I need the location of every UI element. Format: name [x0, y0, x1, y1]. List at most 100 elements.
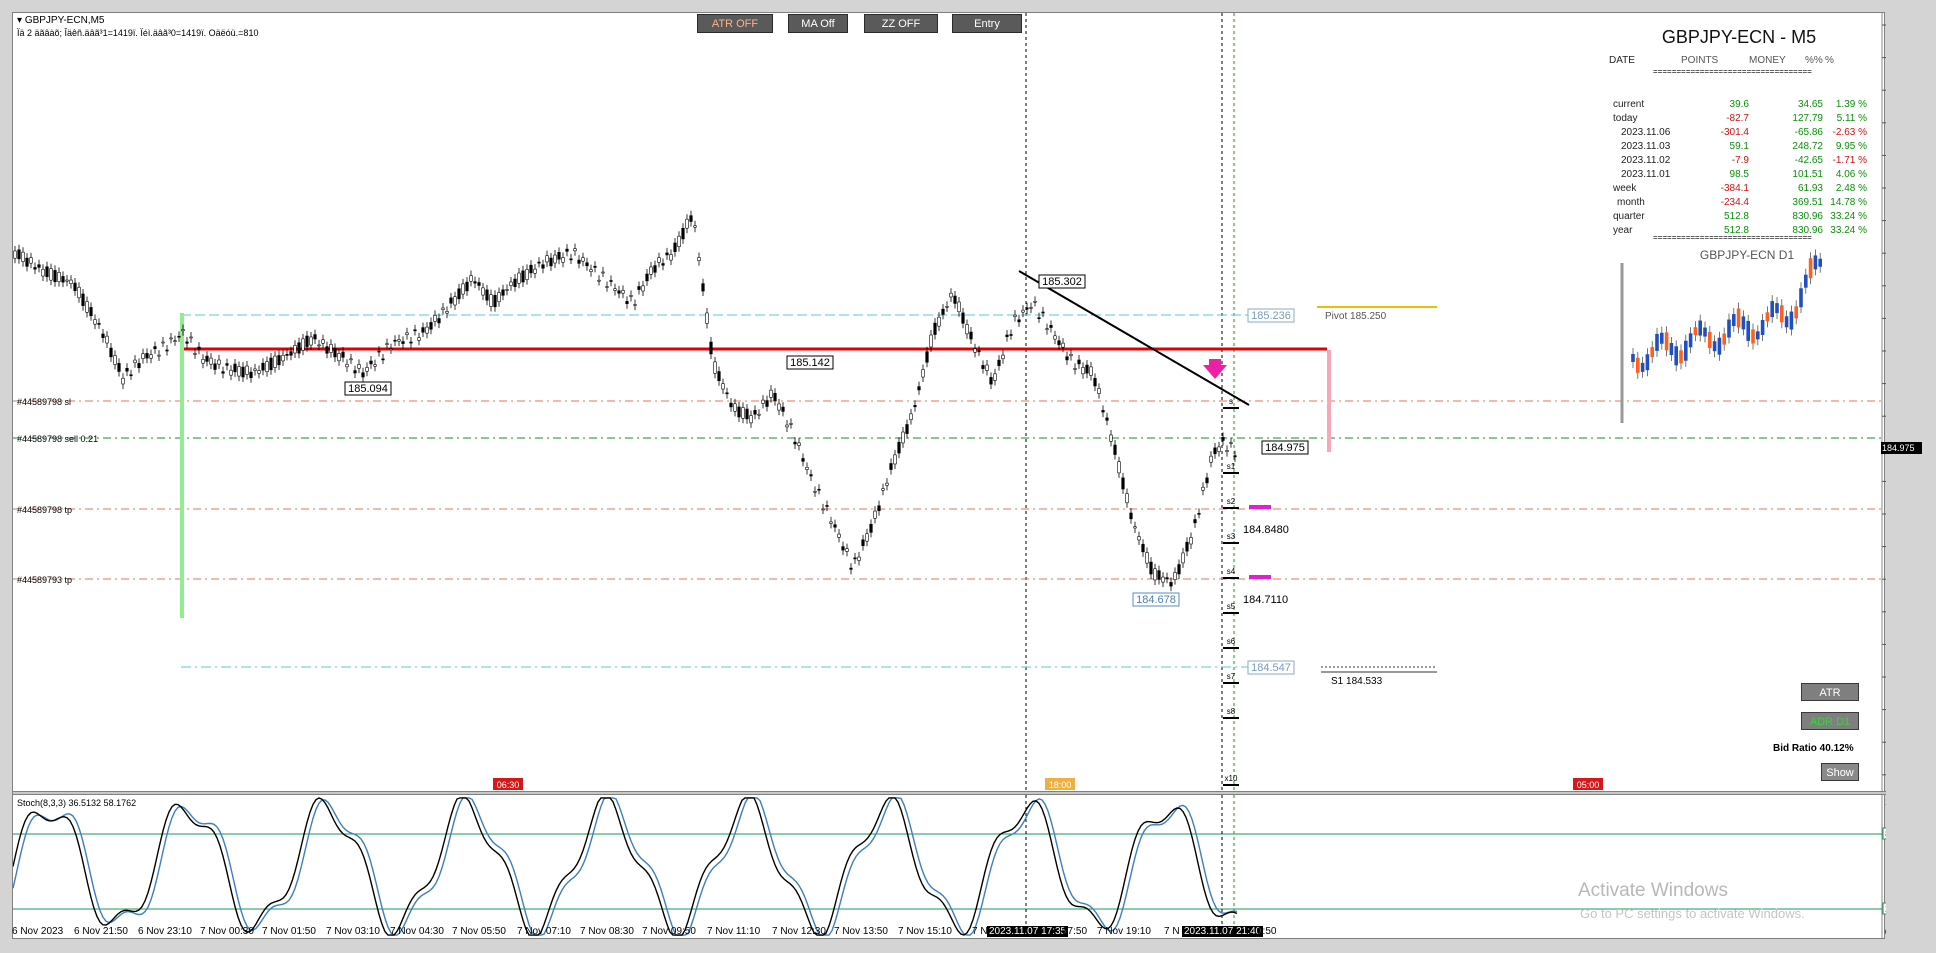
candle-body: [193, 353, 197, 355]
stats-row: year 512.8 830.96 33.24 %: [1609, 225, 1869, 239]
entry-button[interactable]: Entry: [952, 14, 1022, 33]
candle-body: [141, 353, 145, 359]
mini-candle-body: [1660, 332, 1664, 344]
candle-body: [153, 346, 157, 350]
price-chart[interactable]: 185.800185.735185.670185.605185.540185.4…: [13, 13, 1886, 791]
atr-button[interactable]: ATR: [1801, 683, 1859, 701]
mini-candle-body: [1727, 319, 1731, 338]
header-pct2: %: [1825, 55, 1834, 66]
candle-body: [137, 363, 141, 369]
session-marker-a: 06:30: [493, 778, 523, 790]
candle-body: [829, 521, 833, 524]
candle-body: [517, 272, 521, 284]
adr-d1-button[interactable]: ADR D1: [1801, 712, 1859, 730]
order-sl-label[interactable]: #44589798 sl: [17, 397, 71, 407]
tp1-mark: [1249, 505, 1271, 509]
candle-body: [769, 389, 773, 398]
mini-candle-body: [1736, 308, 1741, 328]
candle-body: [909, 413, 913, 420]
candle-body: [877, 505, 881, 512]
atr-off-button[interactable]: ATR OFF: [697, 14, 773, 33]
label-low1-text: 185.094: [348, 383, 388, 395]
grid-step-label: s1: [1227, 462, 1236, 471]
stats-row-points: -301.4: [1720, 127, 1749, 138]
candle-body: [1017, 319, 1021, 323]
candle-body: [1097, 388, 1101, 394]
candle-body: [841, 546, 845, 551]
time-axis-label: 7 Nov 13:50: [834, 926, 888, 937]
candle-body: [453, 296, 457, 306]
show-button[interactable]: Show: [1821, 763, 1859, 781]
stats-row: week -384.1 61.93 2.48 %: [1609, 183, 1869, 197]
label-low2-text: 184.678: [1136, 594, 1176, 606]
candle-body: [1141, 543, 1145, 553]
mini-candle-body: [1770, 301, 1774, 318]
candle-body: [369, 360, 373, 365]
bid-ratio-text: Bid Ratio 40.12%: [1773, 743, 1854, 754]
candle-body: [609, 280, 613, 282]
order-tp1-label[interactable]: #44589798 tp: [17, 505, 72, 515]
candle-body: [705, 312, 709, 324]
candle-body: [1177, 564, 1181, 575]
candle-body: [261, 362, 265, 371]
candle-body: [1061, 342, 1065, 348]
grid-step-label: s5: [1227, 602, 1236, 611]
candle-body: [1125, 493, 1129, 504]
candle-body: [29, 257, 33, 264]
time-axis-label: 2023.11.07 17:35: [987, 926, 1069, 937]
candle-body: [373, 364, 377, 367]
candle-body: [781, 406, 785, 412]
candle-body: [241, 366, 245, 378]
candle-body: [901, 431, 905, 444]
stats-row-points: 59.1: [1729, 141, 1749, 152]
candle-body: [85, 301, 89, 313]
candle-body: [317, 344, 321, 347]
candle-body: [333, 348, 337, 358]
time-axis: 6 Nov 2023 6 Nov 21:50 6 Nov 23:10 7 Nov 00…: [12, 926, 1885, 942]
pane-separator[interactable]: [13, 791, 1886, 795]
trend-line[interactable]: [1018, 270, 1250, 406]
candle-body: [777, 403, 781, 411]
candle-body: [33, 267, 37, 270]
candle-body: [1233, 455, 1237, 458]
ma-off-button[interactable]: MA Off: [788, 14, 848, 33]
candle-body: [645, 273, 649, 282]
order-sell-label[interactable]: #44589798 sell 0.21: [17, 434, 98, 444]
stochastic-chart[interactable]: Stoch(8,3,3) 36.5132 58.1762 100 80 20 0: [13, 795, 1886, 938]
candle-body: [673, 242, 677, 253]
candle-body: [1041, 311, 1045, 314]
time-axis-label: 7 Nov 04:30: [390, 926, 444, 937]
candle-body: [201, 358, 205, 364]
candle-body: [357, 364, 361, 369]
candle-body: [993, 373, 997, 381]
price-axis: 185.800185.735185.670185.605185.540185.4…: [1882, 24, 1886, 776]
stats-row: quarter 512.8 830.96 33.24 %: [1609, 211, 1869, 225]
stats-row-money: 830.96: [1792, 211, 1823, 222]
candle-body: [553, 254, 557, 264]
candle-body: [185, 341, 189, 344]
candle-body: [1025, 307, 1029, 310]
candle-body: [541, 264, 545, 269]
stats-row-pct: 33.24 %: [1830, 225, 1867, 236]
candle-body: [709, 341, 713, 355]
candle-body: [637, 286, 641, 290]
candle-body: [597, 279, 601, 282]
candle-body: [1085, 364, 1089, 374]
stats-row-label: week: [1613, 183, 1637, 194]
candle-body: [381, 358, 385, 361]
stats-row-label: today: [1613, 113, 1638, 124]
candle-body: [257, 370, 261, 374]
candle-body: [629, 295, 633, 297]
candle-body: [825, 505, 829, 507]
zz-off-button[interactable]: ZZ OFF: [864, 14, 938, 33]
mini-candle-body: [1756, 331, 1760, 340]
session-a-text: 06:30: [497, 780, 520, 790]
session-marker-c: 05:00: [1573, 778, 1603, 790]
time-axis-label: 17:50: [1062, 926, 1088, 937]
candle-body: [485, 289, 489, 301]
candle-body: [545, 255, 549, 263]
order-tp2-label[interactable]: #44589793 tp: [17, 575, 72, 585]
candle-body: [1069, 353, 1073, 356]
candle-body: [1117, 461, 1121, 474]
entry-range-bar: [180, 313, 184, 618]
